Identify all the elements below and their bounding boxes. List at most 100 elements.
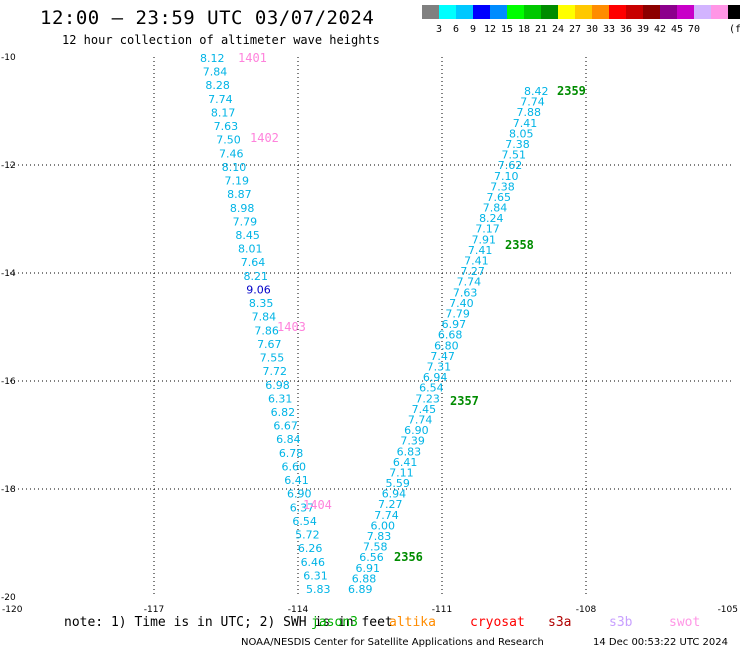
color-scale-label: 42 [654,24,666,35]
wave-height-value: 8.17 [211,106,236,119]
wave-height-value: 7.62 [498,159,523,172]
color-swatch [626,5,643,19]
wave-height-value: 7.11 [389,466,414,479]
y-tick-label: -18 [1,485,16,495]
wave-height-value: 6.84 [276,433,301,446]
wave-height-value: 7.58 [363,541,388,554]
wave-height-value: 8.42 [524,85,549,98]
wave-height-value: 7.86 [254,324,279,337]
x-tick-label: -105 [718,605,738,615]
wave-height-value: 6.89 [348,583,373,596]
wave-height-value: 8.10 [222,161,247,174]
color-scale-label: 24 [552,24,564,35]
color-swatch [439,5,456,19]
wave-height-value: 7.40 [449,297,474,310]
wave-height-value: 7.84 [203,66,228,79]
x-tick-label: -111 [432,605,452,615]
wave-height-value: 8.24 [479,212,504,225]
wave-height-value: 7.46 [219,147,244,160]
wave-height-value: 6.54 [419,382,444,395]
color-scale-label: 15 [501,24,513,35]
wave-height-value: 7.27 [460,265,485,278]
pass-time-label: 1404 [303,498,332,512]
wave-height-value: 8.35 [249,297,274,310]
wave-height-value: 8.05 [509,127,533,140]
wave-height-value: 8.01 [238,243,262,256]
wave-height-value: 7.31 [427,360,452,373]
wave-height-value: 7.38 [490,180,514,193]
wave-height-value: 6.78 [279,447,304,460]
footer: note: 1) Time is in UTC; 2) SWH is in fe… [64,615,728,648]
wave-height-value: 7.91 [472,233,497,246]
y-tick-label: -12 [1,161,16,171]
pass-time-label: 1403 [277,320,306,334]
wave-height-value: 6.90 [404,424,429,437]
wave-height-value: 7.47 [430,350,455,363]
wave-height-value: 7.41 [468,244,493,257]
wave-height-value: 7.84 [483,202,508,215]
wave-height-value: 7.55 [260,352,285,365]
y-tick-label: -16 [1,377,16,387]
y-tick-label: -10 [1,53,16,63]
color-swatch [694,5,711,19]
pass-time-label: 2356 [394,550,423,564]
color-swatch [609,5,626,19]
color-scale-label: 3 [436,24,442,35]
legend-entry-swot: swot [669,615,700,630]
wave-height-value: 6.00 [370,519,395,532]
wave-height-value: 7.74 [208,93,233,106]
wave-height-value: 7.79 [233,215,258,228]
legend-entry-s3b: s3b [609,615,633,630]
wave-height-value: 6.88 [352,572,377,585]
wave-height-value: 7.41 [513,117,538,130]
color-scale-label: 9 [470,24,476,35]
color-scale-label: 70 [688,24,700,35]
x-tick-label: -114 [288,605,309,615]
grid-lines: -10 -12 -14 -16 -18 -20 -120 -117 -114 -111 -108 -1… [1,53,738,615]
color-scale-label: 18 [518,24,530,35]
wave-height-value: 7.50 [216,134,241,147]
wave-height-value: 6.56 [359,551,384,564]
color-swatch [711,5,728,19]
y-tick-label: -20 [1,593,16,603]
generated-timestamp: 14 Dec 00:53:22 UTC 2024 [593,637,728,648]
map-title: 12:00 – 23:59 UTC 03/07/2024 [40,7,375,29]
wave-height-value: 7.84 [252,311,277,324]
color-swatch [643,5,660,19]
legend-entry-altika: altika [389,615,436,630]
wave-height-value: 7.39 [400,435,425,448]
wave-height-value: 9.06 [246,283,271,296]
wave-height-value: 6.90 [287,488,312,501]
wave-height-value: 6.94 [382,488,407,501]
wave-height-value: 7.64 [241,256,266,269]
pass-time-label: 2359 [557,84,586,98]
wave-height-value: 7.19 [224,175,249,188]
wave-height-value: 7.10 [494,170,519,183]
wave-height-value: 7.27 [378,498,403,511]
color-scale-label: 45 [671,24,683,35]
wave-height-value: 6.83 [397,445,422,458]
color-swatch [728,5,740,19]
color-swatch [558,5,575,19]
wave-height-value: 6.26 [298,542,323,555]
wave-height-value: 5.83 [306,583,331,596]
footer-note: note: 1) Time is in UTC; 2) SWH is in fe… [64,615,393,630]
wave-height-value: 7.74 [457,276,482,289]
color-swatch [490,5,507,19]
color-swatch [660,5,677,19]
color-swatch [592,5,609,19]
wave-height-value: 6.37 [290,501,315,514]
color-swatch [575,5,592,19]
color-swatch [524,5,541,19]
wave-height-value: 6.98 [265,379,290,392]
wave-height-value: 6.31 [268,392,293,405]
color-swatch [541,5,558,19]
color-scale-label: (ft) [729,24,740,35]
wave-height-value: 6.80 [434,339,459,352]
color-scale-label: 6 [453,24,459,35]
legend-entry-s3a: s3a [548,615,571,630]
wave-height-value: 6.60 [282,460,307,473]
color-swatch [473,5,490,19]
